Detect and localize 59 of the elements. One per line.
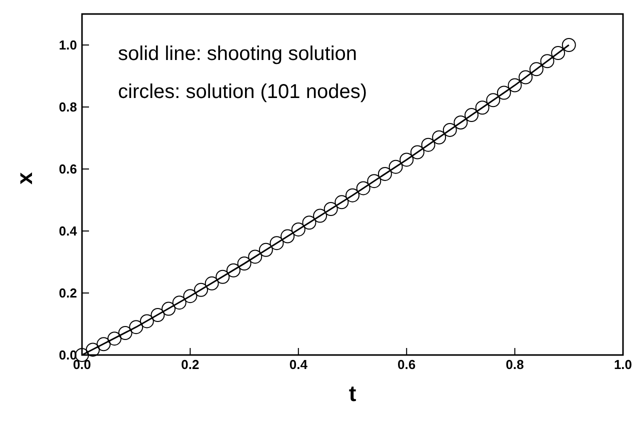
point xyxy=(280,229,295,244)
point xyxy=(388,160,403,174)
point xyxy=(140,314,154,328)
point xyxy=(551,46,566,60)
point xyxy=(432,130,446,144)
point xyxy=(442,122,457,137)
point xyxy=(226,263,240,278)
y-tick-label: 0.2 xyxy=(58,286,77,301)
point xyxy=(194,282,208,297)
point xyxy=(421,138,436,152)
point xyxy=(172,296,186,310)
point xyxy=(204,276,219,290)
point xyxy=(129,320,144,334)
point xyxy=(150,308,165,322)
point xyxy=(216,270,230,284)
point xyxy=(486,93,500,108)
point xyxy=(346,188,360,202)
point xyxy=(324,202,338,216)
y-tick-label: 0.8 xyxy=(58,100,77,115)
point xyxy=(118,326,132,340)
x-axis-title: t xyxy=(348,381,357,406)
point xyxy=(400,152,414,167)
point xyxy=(529,62,544,76)
x-tick-label: 0.6 xyxy=(398,357,416,372)
point xyxy=(86,342,100,357)
point xyxy=(356,181,370,196)
point xyxy=(162,302,176,316)
point xyxy=(367,174,382,188)
y-tick-label: 0.6 xyxy=(58,162,77,177)
point xyxy=(378,166,392,181)
point xyxy=(248,250,262,264)
point xyxy=(518,70,533,84)
point xyxy=(562,38,576,52)
point xyxy=(464,108,479,122)
point xyxy=(540,54,554,68)
point xyxy=(183,289,198,304)
y-tick-label: 1.0 xyxy=(58,38,77,53)
point xyxy=(96,337,111,352)
annotation: circles: solution (101 nodes) xyxy=(118,81,368,103)
point xyxy=(270,236,284,250)
point xyxy=(475,100,490,115)
point xyxy=(508,78,522,92)
point xyxy=(237,256,252,271)
y-axis-title: x xyxy=(12,172,37,184)
y-tick-label: 0.4 xyxy=(58,224,78,239)
point xyxy=(454,116,468,130)
point xyxy=(410,145,424,160)
x-tick-label: 0.2 xyxy=(181,357,200,372)
x-tick-label: 1.0 xyxy=(614,357,632,372)
point xyxy=(291,222,306,236)
point xyxy=(302,216,316,230)
point xyxy=(107,332,122,346)
x-tick-label: 0.4 xyxy=(289,357,308,372)
point xyxy=(496,86,511,100)
point xyxy=(334,195,349,210)
x-tick-label: 0.8 xyxy=(506,357,524,372)
point xyxy=(313,208,328,223)
annotation: solid line: shooting solution xyxy=(118,43,358,65)
point xyxy=(258,242,273,257)
